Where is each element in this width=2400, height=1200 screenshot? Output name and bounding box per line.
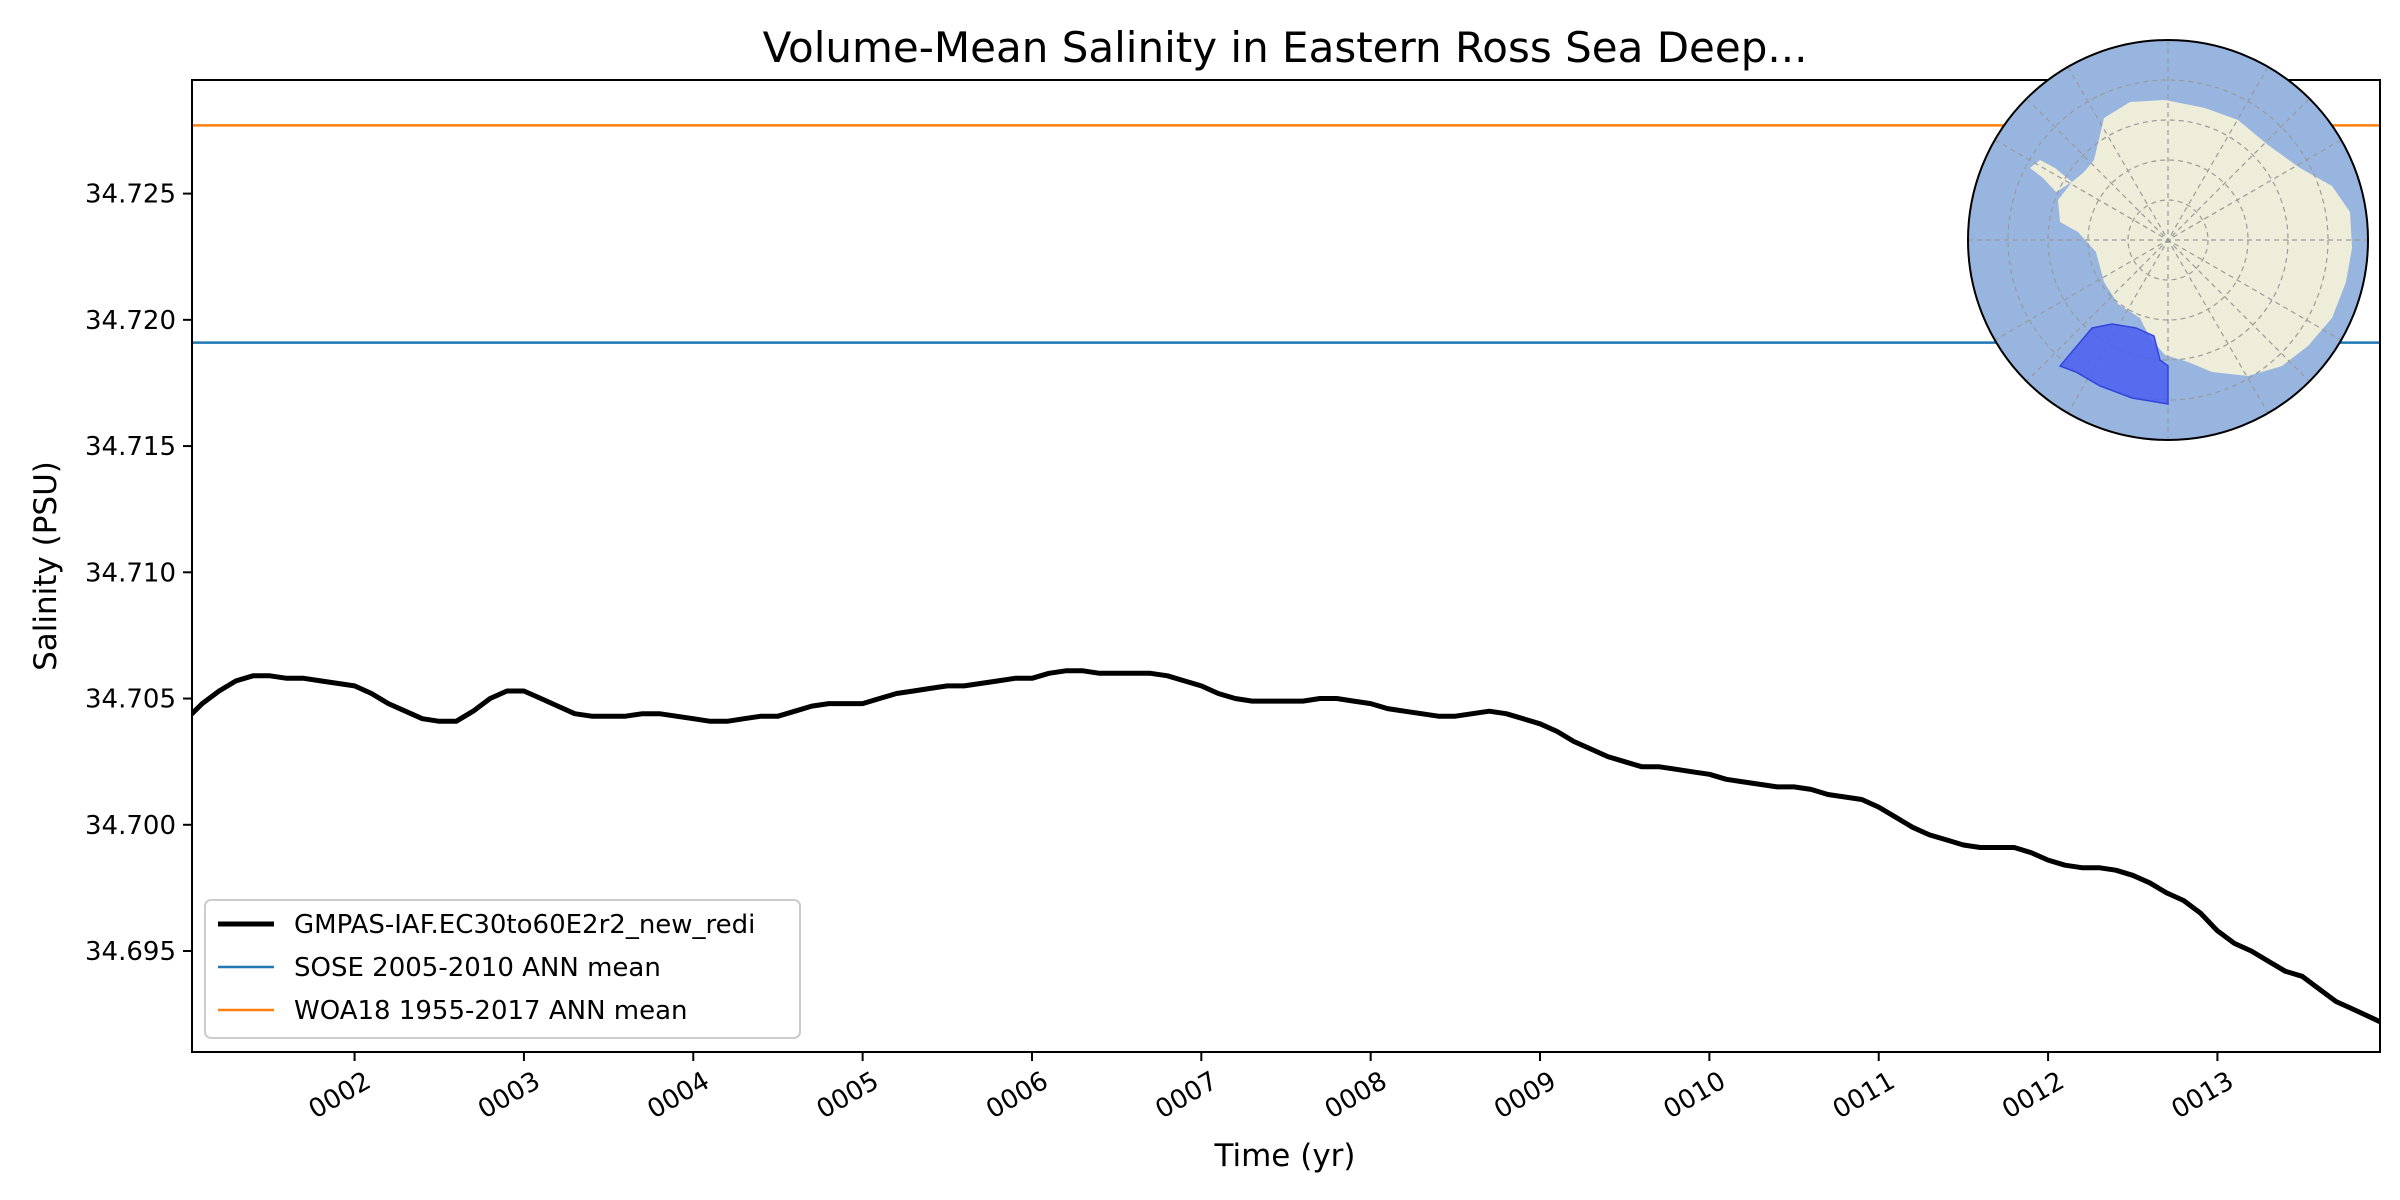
x-tick-label: 0009 <box>1489 1066 1561 1125</box>
x-tick-label: 0006 <box>981 1066 1053 1125</box>
x-tick-label: 0012 <box>1997 1066 2069 1125</box>
plot-frame <box>191 79 2381 1053</box>
inset-border <box>1967 39 2369 441</box>
y-tick-label: 34.705 <box>85 685 176 715</box>
y-tick-label: 34.725 <box>85 180 176 210</box>
x-tick-label: 0013 <box>2167 1066 2239 1125</box>
legend-label-model: GMPAS-IAF.EC30to60E2r2_new_redi <box>294 910 755 940</box>
y-tick-label: 34.695 <box>85 937 176 967</box>
y-tick-label: 34.715 <box>85 432 176 462</box>
series-line-0 <box>192 668 2380 1025</box>
inset-graticule <box>1968 40 2368 440</box>
x-tick-label: 0004 <box>642 1066 714 1125</box>
x-tick-label: 0003 <box>473 1066 545 1125</box>
y-axis-label: Salinity (PSU) <box>28 461 64 671</box>
inset-highlight-region <box>2058 323 2169 405</box>
x-tick-label: 0007 <box>1150 1066 1222 1125</box>
x-tick-label: 0002 <box>304 1066 376 1125</box>
legend: GMPAS-IAF.EC30to60E2r2_new_redi SOSE 200… <box>204 899 801 1039</box>
x-tick-label: 0010 <box>1659 1066 1731 1125</box>
legend-label-woa: WOA18 1955-2017 ANN mean <box>294 996 688 1026</box>
antarctica-inset-map <box>1967 39 2369 441</box>
x-axis-label: Time (yr) <box>1214 1138 1356 1174</box>
x-tick-label: 0005 <box>812 1066 884 1125</box>
x-tick-label: 0008 <box>1320 1066 1392 1125</box>
legend-label-sose: SOSE 2005-2010 ANN mean <box>294 953 661 983</box>
inset-land <box>2058 100 2352 376</box>
x-tick-label: 0011 <box>1828 1066 1900 1125</box>
chart-title: Volume-Mean Salinity in Eastern Ross Sea… <box>763 23 1808 72</box>
y-tick-label: 34.710 <box>85 558 176 588</box>
y-axis: 34.695 34.700 34.705 34.710 34.715 34.720 34.7… <box>85 180 192 967</box>
legend-box <box>204 899 801 1039</box>
x-axis: 0002 0003 0004 0005 0006 0007 0008 0009 0010 0011… <box>304 1052 2239 1125</box>
y-tick-label: 34.700 <box>85 811 176 841</box>
y-tick-label: 34.720 <box>85 306 176 336</box>
